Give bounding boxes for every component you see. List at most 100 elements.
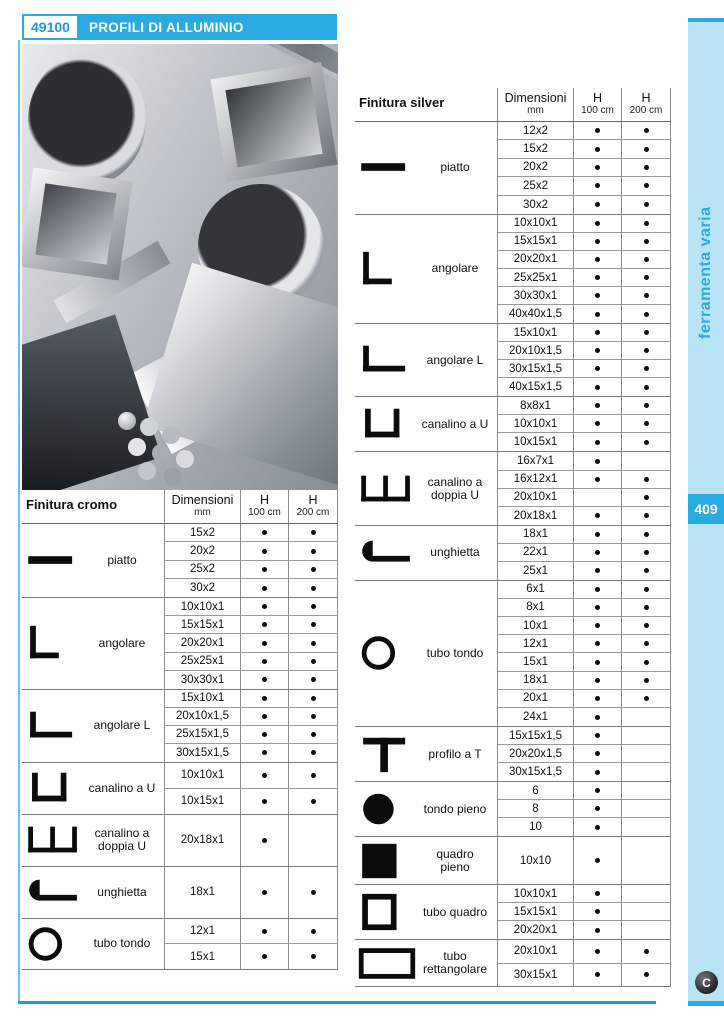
table-row: 10x10x1: [164, 762, 338, 789]
table-row: 30x15x1: [497, 963, 671, 987]
availability-dot: [595, 677, 600, 683]
availability-dot: [595, 128, 600, 134]
h100-availability-cell: [573, 324, 621, 342]
h200-availability-cell: [288, 707, 338, 725]
h200-availability-cell: [621, 433, 671, 452]
dimension-cell: 20x10x1,5: [497, 342, 573, 360]
finitura-cromo-table: Finitura cromo Dimensioni mm H 100 cm H 200 cm…: [22, 490, 338, 970]
h200-availability-cell: [621, 287, 671, 305]
availability-dot: [643, 202, 649, 207]
profile-label-cell: angolare: [22, 598, 164, 689]
availability-dot: [595, 293, 600, 299]
profile-label-cell: unghietta: [355, 526, 497, 580]
h200-availability-cell: [288, 652, 338, 670]
availability-dot: [262, 750, 267, 756]
availability-dot: [643, 275, 649, 281]
h200-availability-cell: [621, 800, 671, 818]
photo-shape: [118, 412, 136, 430]
product-code-box: 49100: [24, 16, 77, 38]
availability-dot: [643, 549, 649, 555]
availability-dot: [643, 677, 649, 683]
h100-availability-cell: [240, 866, 288, 918]
h100-availability-cell: [240, 814, 288, 866]
h100-availability-cell: [240, 560, 288, 579]
dimension-cell: 20x20x1: [497, 250, 573, 268]
availability-dot: [643, 366, 649, 372]
table-row: 6x1: [497, 580, 671, 599]
table-row: 30x15x1,5: [164, 743, 338, 762]
table-row: 22x1: [497, 543, 671, 562]
table-row: 20x10x1: [497, 488, 671, 507]
h100-availability-cell: [573, 818, 621, 837]
dimension-cell: 20x18x1: [497, 506, 573, 525]
h200-availability-cell: [288, 944, 338, 969]
profile-label-cell: piatto: [355, 122, 497, 214]
canalino-u-icon: [22, 767, 84, 809]
h100-availability-cell: [573, 800, 621, 818]
profile-name: tubo quadro: [422, 904, 488, 919]
canalino-u-icon: [355, 403, 417, 445]
piatto-icon: [355, 147, 417, 189]
dimension-cell: 25x25x1: [497, 268, 573, 287]
profile-rows: 15x10x1 20x10x1,5 30x15x1,5 40x15x1,5: [497, 324, 671, 397]
profile-rows: 15x15x1,5 20x20x1,5 30x15x1,5: [497, 727, 671, 782]
availability-dot: [262, 622, 267, 628]
dimension-cell: 30x15x1,5: [497, 763, 573, 782]
availability-dot: [595, 604, 600, 610]
h200-availability-cell: [621, 488, 671, 506]
h200-availability-cell: [621, 727, 671, 745]
h100-availability-cell: [573, 653, 621, 671]
profile-label-cell: angolare: [355, 215, 497, 324]
table-row: 25x1: [497, 561, 671, 580]
profile-rows: 18x1 22x1 25x1: [497, 525, 671, 580]
table-row: 20x18x1: [497, 506, 671, 525]
table-row: 20x10x1,5: [164, 707, 338, 726]
h100-availability-cell: [240, 579, 288, 598]
dimension-cell: 40x15x1,5: [497, 378, 573, 397]
profile-rows: 10x10: [497, 837, 671, 885]
dimension-cell: 8x8x1: [497, 397, 573, 415]
availability-dot: [595, 513, 600, 519]
tubo-quadro-icon: [355, 891, 417, 933]
table-row: 25x25x1: [497, 268, 671, 288]
h200-availability-cell: [288, 670, 338, 689]
table-row: 10x10x1: [497, 214, 671, 233]
h100-availability-cell: [573, 250, 621, 268]
profile-label-cell: canalino a doppia U: [22, 815, 164, 866]
availability-dot: [643, 439, 649, 445]
table-header-row: Finitura silver Dimensioni mm H 100 cm H 200 c…: [355, 88, 671, 122]
profile-label-cell: profilo a T: [355, 727, 497, 781]
profile-group: angolare L 15x10x1 20x10x1,5 25x15x1,5 30x15…: [22, 688, 338, 762]
availability-dot: [310, 750, 316, 756]
dimension-cell: 10x10x1: [497, 885, 573, 903]
dimension-cell: 30x15x1: [497, 963, 573, 987]
tubo-tondo-icon: [355, 632, 417, 674]
unghietta-icon: [355, 532, 417, 574]
availability-dot: [310, 928, 316, 934]
profile-name: tondo pieno: [423, 801, 487, 816]
dimension-cell: 24x1: [497, 708, 573, 727]
h100-availability-cell: [573, 598, 621, 617]
table-row: 25x25x1: [164, 652, 338, 671]
dimension-cell: 30x2: [497, 195, 573, 214]
profile-label-cell: tubo quadro: [355, 885, 497, 939]
profile-label-cell: angolare L: [22, 690, 164, 762]
h200-availability-cell: [288, 560, 338, 579]
availability-dot: [595, 439, 600, 445]
h200-availability-cell: [621, 837, 671, 885]
dimension-cell: 16x12x1: [497, 470, 573, 488]
dimension-cell: 30x15x1,5: [497, 360, 573, 378]
table-title: Finitura silver: [359, 95, 445, 110]
availability-dot: [643, 311, 649, 317]
h200-availability-cell: [621, 470, 671, 488]
table-row: 40x40x1,5: [497, 305, 671, 324]
dimension-cell: 12x1: [497, 635, 573, 653]
dimension-cell: 15x15x1: [497, 232, 573, 250]
h200-availability-cell: [621, 324, 671, 342]
availability-dot: [595, 641, 600, 647]
dimension-cell: 15x2: [164, 524, 240, 542]
dimension-cell: 15x1: [164, 944, 240, 969]
h200-availability-cell: [288, 762, 338, 788]
availability-dot: [310, 731, 316, 737]
h100-availability-cell: [573, 305, 621, 324]
